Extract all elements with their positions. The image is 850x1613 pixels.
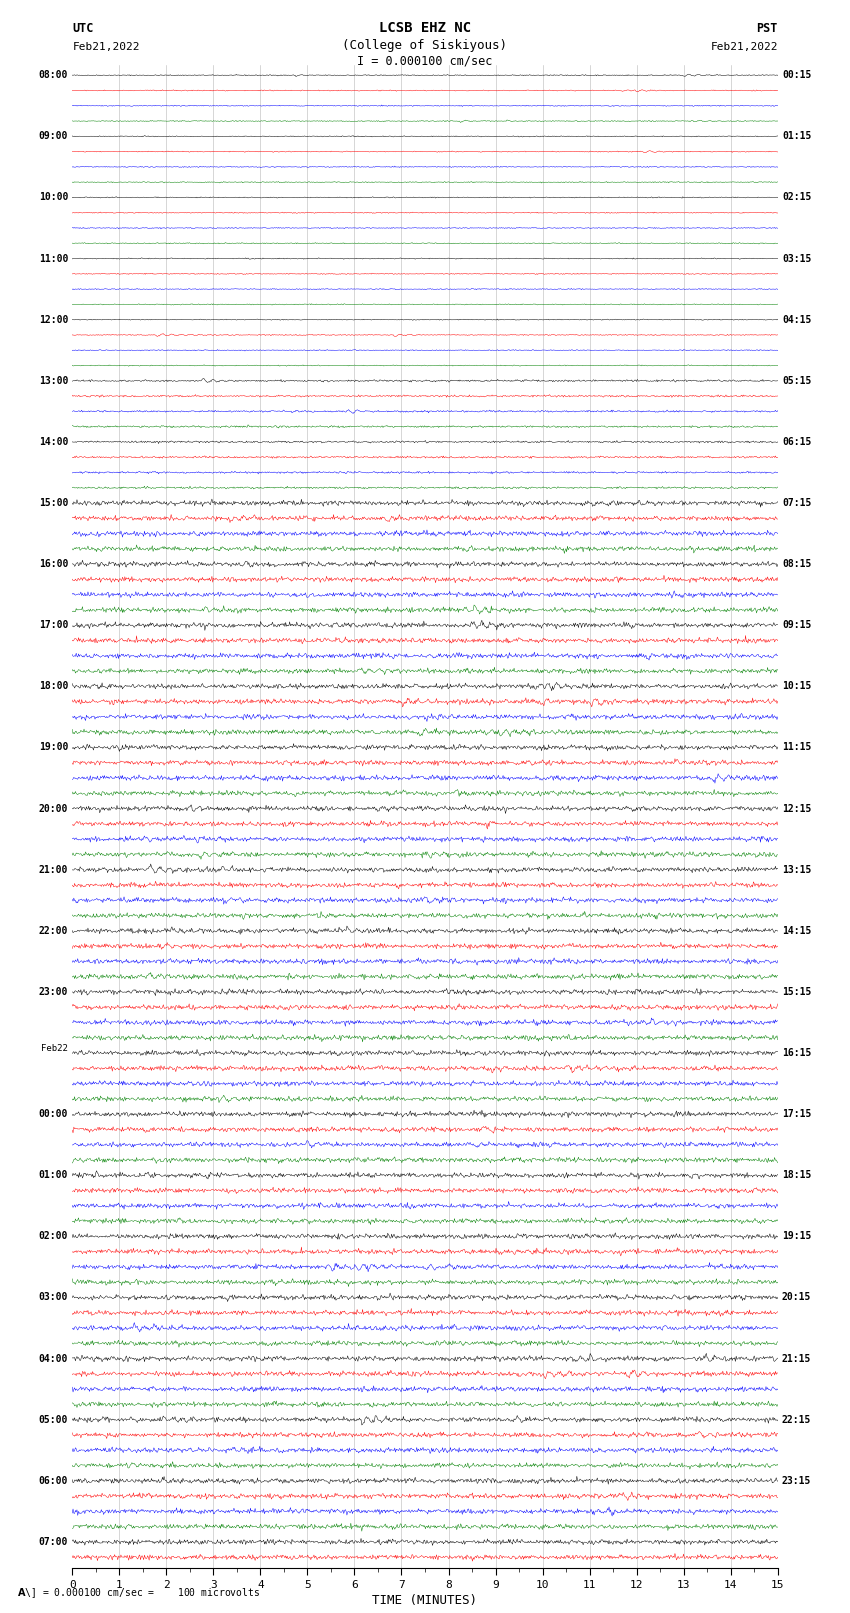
- Text: 12:00: 12:00: [38, 315, 68, 324]
- Text: 20:00: 20:00: [38, 803, 68, 813]
- Text: Feb21,2022: Feb21,2022: [72, 42, 139, 52]
- Text: 03:00: 03:00: [38, 1292, 68, 1302]
- Text: I = 0.000100 cm/sec: I = 0.000100 cm/sec: [357, 55, 493, 68]
- Text: 14:00: 14:00: [38, 437, 68, 447]
- Text: 19:00: 19:00: [38, 742, 68, 752]
- Text: 14:15: 14:15: [782, 926, 812, 936]
- Text: UTC: UTC: [72, 23, 94, 35]
- Text: 13:15: 13:15: [782, 865, 812, 874]
- Text: 10:00: 10:00: [38, 192, 68, 203]
- Text: 20:15: 20:15: [782, 1292, 812, 1302]
- Text: 22:00: 22:00: [38, 926, 68, 936]
- Text: 05:00: 05:00: [38, 1415, 68, 1424]
- Text: 18:00: 18:00: [38, 681, 68, 692]
- Text: 17:00: 17:00: [38, 621, 68, 631]
- Text: 02:15: 02:15: [782, 192, 812, 203]
- Text: 05:15: 05:15: [782, 376, 812, 386]
- Text: 10:15: 10:15: [782, 681, 812, 692]
- Text: 09:15: 09:15: [782, 621, 812, 631]
- Text: 01:15: 01:15: [782, 131, 812, 142]
- Text: 18:15: 18:15: [782, 1169, 812, 1181]
- Text: 16:00: 16:00: [38, 560, 68, 569]
- Text: 11:00: 11:00: [38, 253, 68, 263]
- Text: 00:00: 00:00: [38, 1110, 68, 1119]
- Text: 17:15: 17:15: [782, 1110, 812, 1119]
- Text: 06:15: 06:15: [782, 437, 812, 447]
- Text: (College of Siskiyous): (College of Siskiyous): [343, 39, 507, 52]
- Text: 07:00: 07:00: [38, 1537, 68, 1547]
- Text: 02:00: 02:00: [38, 1231, 68, 1242]
- Text: PST: PST: [756, 23, 778, 35]
- Text: 22:15: 22:15: [782, 1415, 812, 1424]
- Text: Feb21,2022: Feb21,2022: [711, 42, 778, 52]
- Text: $\bf{A}$\] = 0.000100 cm/sec =    100 microvolts: $\bf{A}$\] = 0.000100 cm/sec = 100 micro…: [17, 1586, 260, 1600]
- Text: 19:15: 19:15: [782, 1231, 812, 1242]
- Text: 04:00: 04:00: [38, 1353, 68, 1363]
- X-axis label: TIME (MINUTES): TIME (MINUTES): [372, 1594, 478, 1607]
- Text: Feb22: Feb22: [41, 1044, 68, 1053]
- Text: 11:15: 11:15: [782, 742, 812, 752]
- Text: 13:00: 13:00: [38, 376, 68, 386]
- Text: 16:15: 16:15: [782, 1048, 812, 1058]
- Text: 08:15: 08:15: [782, 560, 812, 569]
- Text: 03:15: 03:15: [782, 253, 812, 263]
- Text: 21:00: 21:00: [38, 865, 68, 874]
- Text: 21:15: 21:15: [782, 1353, 812, 1363]
- Text: 00:15: 00:15: [782, 71, 812, 81]
- Text: 07:15: 07:15: [782, 498, 812, 508]
- Text: 06:00: 06:00: [38, 1476, 68, 1486]
- Text: 12:15: 12:15: [782, 803, 812, 813]
- Text: 09:00: 09:00: [38, 131, 68, 142]
- Text: 15:00: 15:00: [38, 498, 68, 508]
- Text: 08:00: 08:00: [38, 71, 68, 81]
- Text: 15:15: 15:15: [782, 987, 812, 997]
- Text: LCSB EHZ NC: LCSB EHZ NC: [379, 21, 471, 35]
- Text: 23:15: 23:15: [782, 1476, 812, 1486]
- Text: 23:00: 23:00: [38, 987, 68, 997]
- Text: 04:15: 04:15: [782, 315, 812, 324]
- Text: 01:00: 01:00: [38, 1169, 68, 1181]
